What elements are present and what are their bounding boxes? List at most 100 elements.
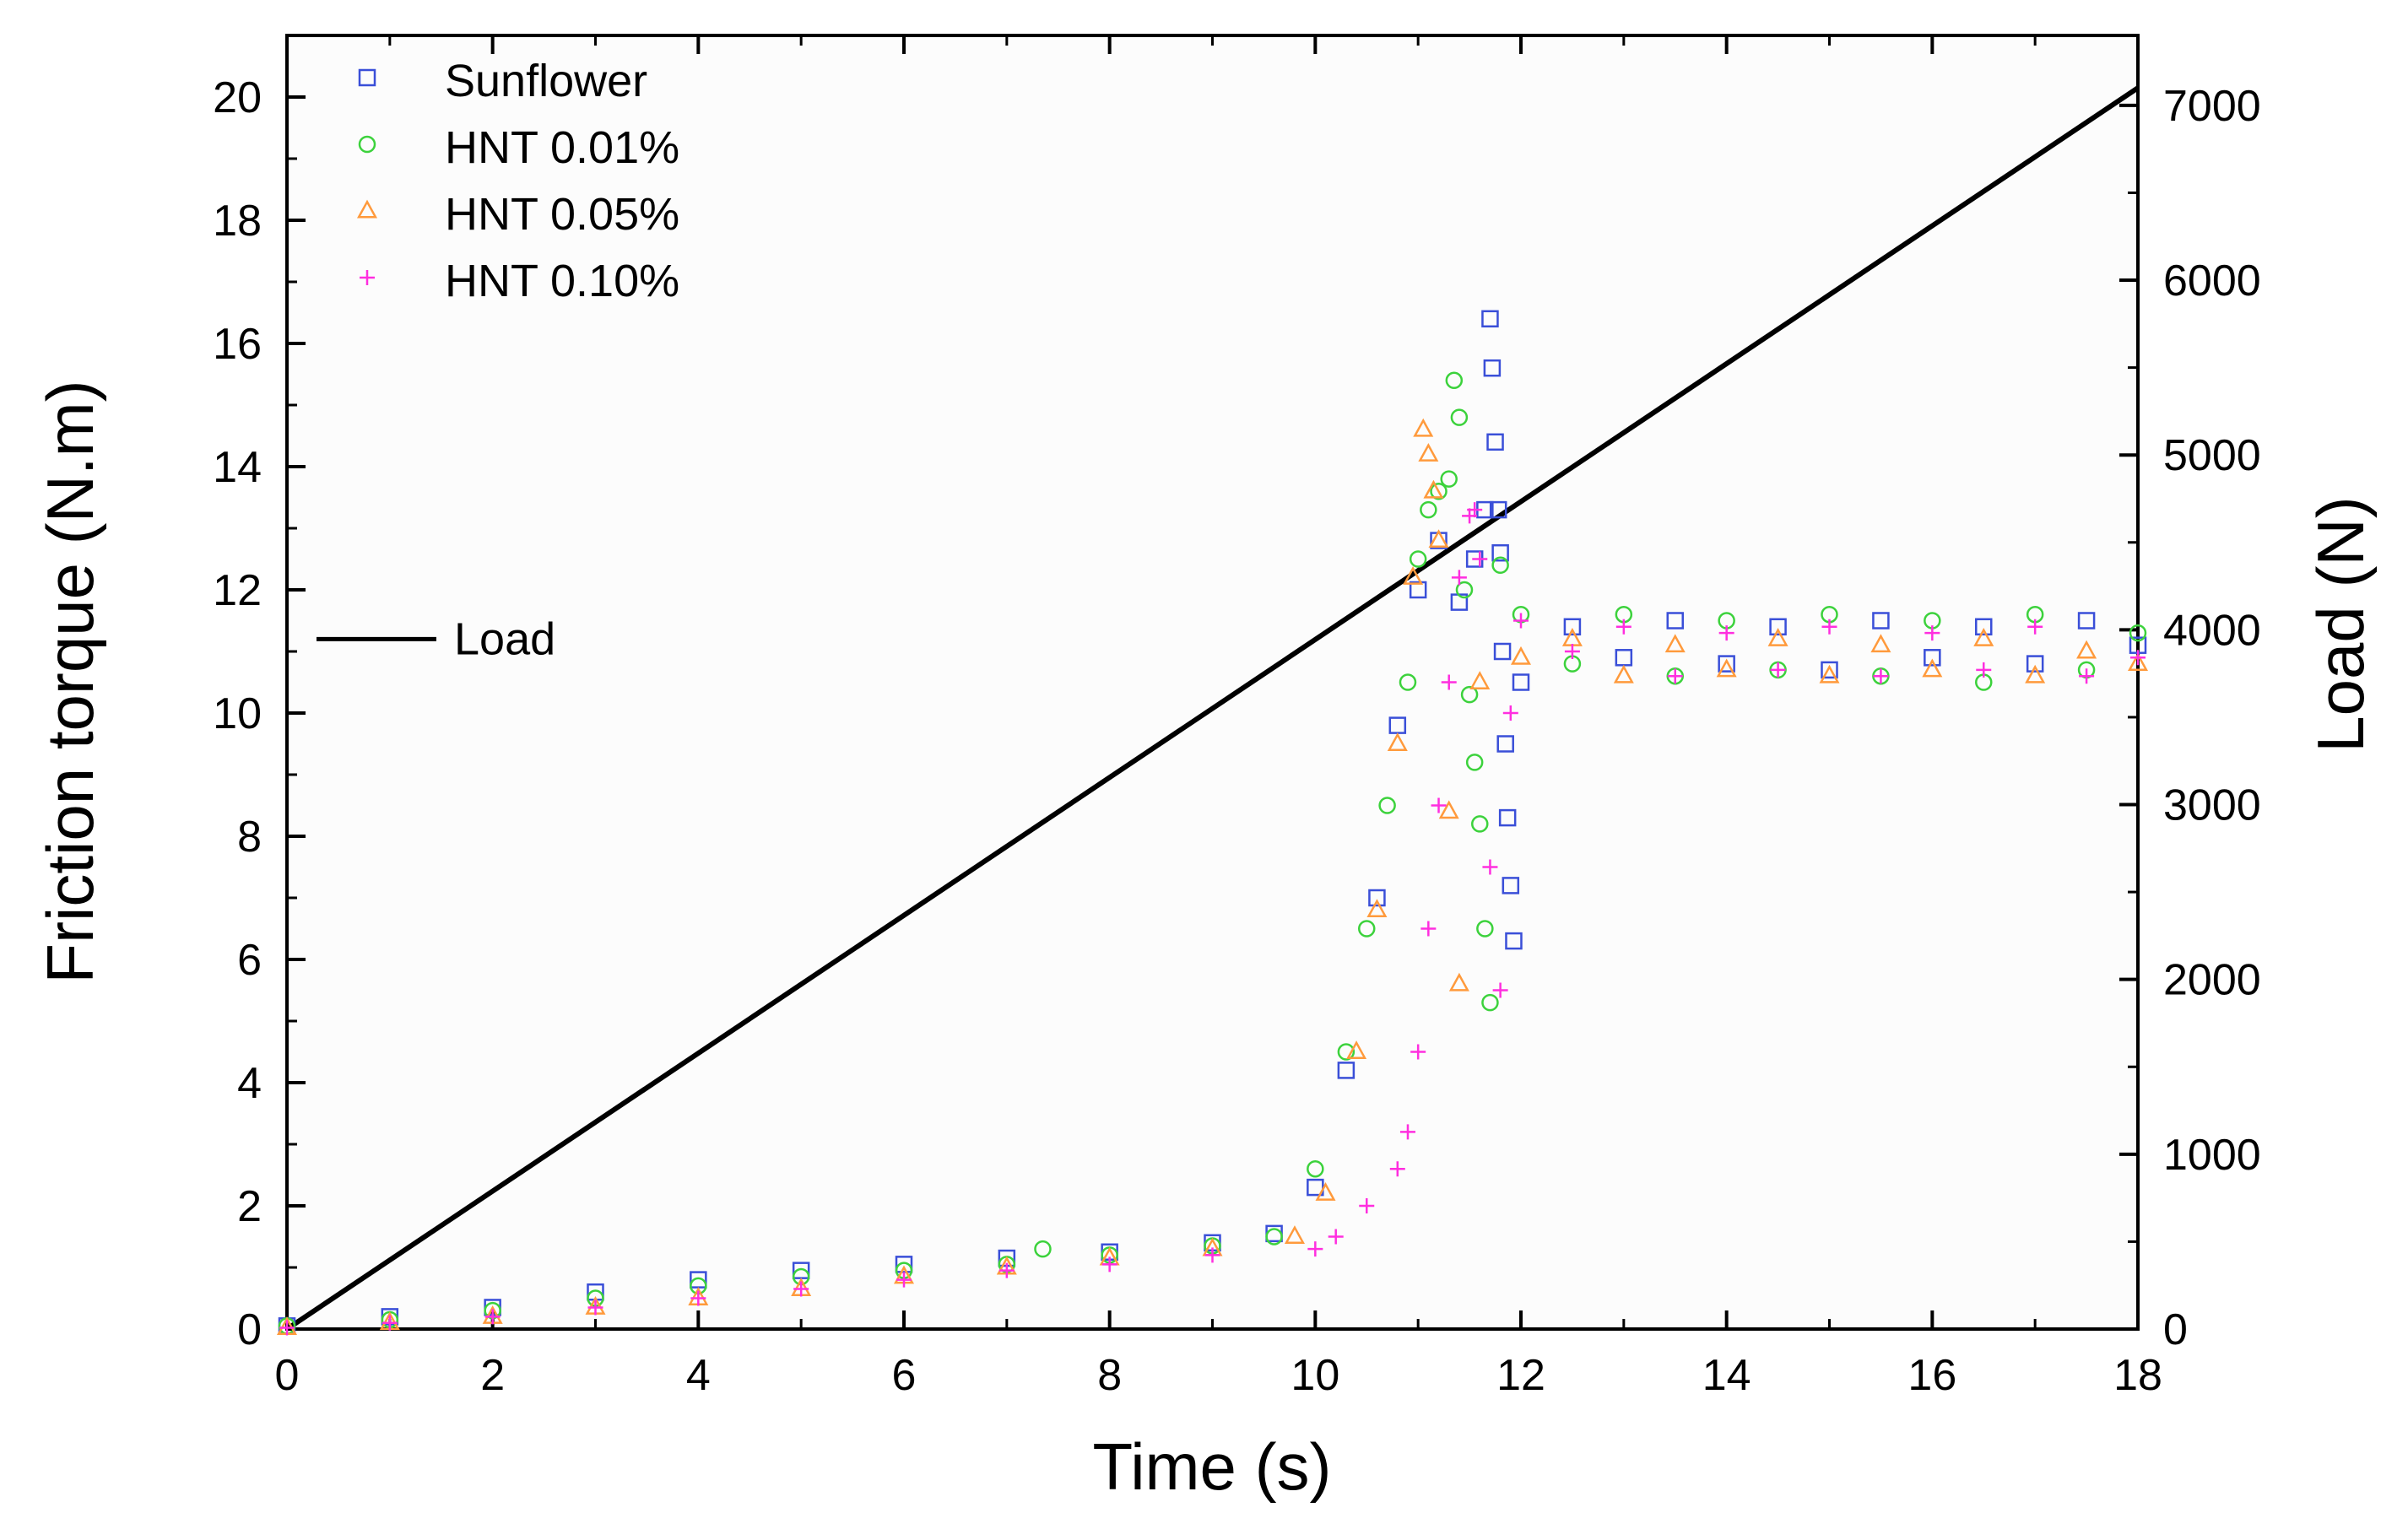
data-point [1563,618,1582,636]
data-point [1420,500,1437,519]
data-point [896,1272,912,1288]
data-point [1451,570,1467,586]
data-point [2077,612,2096,630]
data-point [1498,808,1517,827]
data-point [1445,371,1464,390]
data-point [1460,685,1479,704]
data-point [895,1256,913,1273]
data-point [1438,800,1459,819]
data-point [1767,628,1788,646]
legend: Sunflower HNT 0.01% HNT 0.05% HNT 0.10% Load [317,56,679,664]
data-point [1486,433,1504,451]
data-point [1418,443,1439,462]
x-tick-label: 18 [2113,1351,2162,1400]
x-tick-label: 12 [1496,1351,1545,1400]
data-point [1034,1240,1052,1258]
data-point [1476,920,1494,938]
data-marks [276,85,2149,1336]
y-tick-label: 18 [213,197,262,246]
data-point [1431,797,1447,813]
data-point [2027,619,2043,635]
x-tick-label: 4 [686,1351,711,1400]
data-point [1410,1044,1426,1060]
legend-load-label: Load [454,613,555,664]
data-point [1359,1198,1375,1213]
x-tick-label: 6 [892,1351,917,1400]
data-point [1819,664,1840,684]
data-point [1664,634,1686,653]
data-point [1469,671,1491,689]
data-point [1420,921,1437,937]
y2-tick-label: 6000 [2163,257,2261,305]
y-tick-label: 10 [213,689,262,738]
data-point [1924,625,1940,641]
legend-label: Sunflower [445,56,647,106]
data-point [1492,982,1508,998]
data-point [587,1300,603,1316]
y-tick-label: 14 [213,443,262,492]
y-tick-label: 6 [237,936,262,985]
data-point [1204,1247,1220,1263]
y-tick-label: 16 [213,320,262,369]
data-point [1465,754,1484,771]
data-point [1718,625,1734,641]
series-hnt-0-10- [279,502,2146,1336]
data-point [2127,652,2149,672]
y2-axis-title: Load (N) [2303,496,2378,752]
data-point [1315,1182,1336,1201]
y-tick-label: 20 [213,73,262,122]
legend-label: HNT 0.01% [445,122,679,173]
x-tick-label: 8 [1097,1351,1122,1400]
data-point [1666,612,1684,630]
data-point [1502,877,1520,894]
data-point [1481,993,1499,1012]
data-point [1467,502,1483,518]
data-point [1512,673,1530,691]
data-point [1346,1040,1367,1059]
data-point [690,1290,706,1306]
data-point [1667,668,1683,684]
data-point [1403,566,1424,585]
data-point [1872,612,1890,630]
data-point [1502,705,1518,721]
legend-marker [358,135,376,154]
data-point [1368,889,1386,907]
legend-marker [358,68,376,87]
data-point [1924,649,1941,667]
data-point [1328,1229,1344,1245]
y-tick-label: 12 [213,566,262,615]
data-point [1821,619,1837,635]
data-point [1496,735,1514,753]
y2-tick-label: 5000 [2163,431,2261,480]
data-point [1337,1043,1356,1061]
data-point [1718,655,1735,673]
data-point [1455,581,1474,599]
y2-tick-label: 7000 [2163,82,2261,131]
data-point [1481,310,1499,328]
data-point [1922,658,1943,678]
y-tick-label: 4 [237,1059,262,1108]
data-point [1615,619,1631,635]
data-point [1483,359,1502,377]
data-point [1389,1161,1405,1177]
data-point [1366,899,1388,918]
data-point [1101,1256,1117,1273]
data-point [1821,661,1838,679]
data-point [1378,797,1396,814]
data-point [1472,551,1488,567]
y-axis-title: Friction torque (N.m) [33,380,107,983]
data-point [1613,664,1634,684]
data-point [1489,500,1507,519]
ticks: 0 2 4 6 8 10 12 14 16 180246810121416182001000200… [213,35,2261,1400]
y2-tick-label: 2000 [2163,956,2261,1005]
data-point [1716,658,1737,678]
data-point [1409,550,1427,568]
data-point [2129,624,2147,642]
data-point [793,1281,809,1297]
y-tick-label: 2 [237,1182,262,1231]
data-point [1450,408,1469,426]
data-point [1399,1124,1415,1140]
data-point [1387,732,1408,751]
data-point [1482,859,1498,875]
y2-tick-label: 4000 [2163,606,2261,655]
